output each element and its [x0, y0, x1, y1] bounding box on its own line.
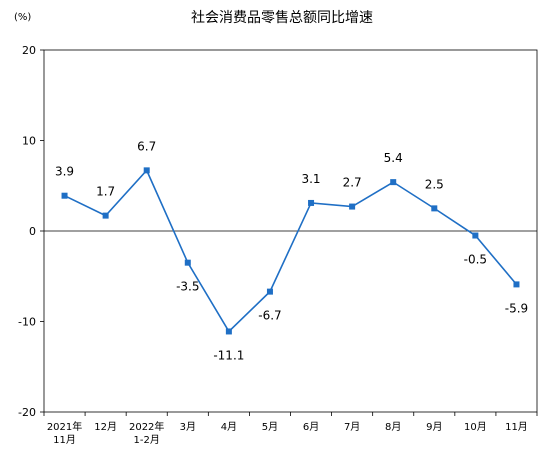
data-label: 5.4 [384, 151, 403, 165]
data-point [513, 281, 520, 288]
data-label: 2.5 [425, 177, 444, 191]
x-tick-label: 5月 [262, 421, 278, 433]
data-label: 6.7 [137, 139, 156, 153]
data-label: -11.1 [213, 348, 244, 362]
x-tick-label: 11月 [53, 434, 76, 446]
data-point [431, 205, 438, 212]
data-label: -5.9 [505, 301, 528, 315]
data-point [61, 192, 68, 199]
y-tick-label: 20 [22, 44, 36, 57]
x-tick-label: 2022年 [129, 420, 164, 433]
data-point [390, 179, 397, 186]
data-label: -3.5 [176, 280, 199, 294]
y-tick-label: 10 [22, 135, 36, 148]
data-label: 3.9 [55, 165, 74, 179]
x-tick-label: 3月 [180, 421, 196, 433]
data-point [143, 167, 150, 174]
y-tick-label: -20 [18, 406, 36, 419]
data-point [184, 259, 191, 266]
data-point [472, 232, 479, 239]
data-point [102, 212, 109, 219]
data-markers [61, 167, 520, 335]
x-tick-label: 9月 [426, 421, 442, 433]
y-tick-label: 0 [29, 225, 36, 238]
data-labels: 3.9 1.7 6.7 -3.5 -11.1 -6.7 3.1 2.7 5.4 2.5 -0.5 -5… [55, 139, 528, 362]
data-point [308, 199, 315, 206]
x-tick-label: 10月 [464, 421, 487, 433]
y-tick-label: -10 [18, 316, 36, 329]
data-point [225, 328, 232, 335]
x-tick-label: 6月 [303, 421, 319, 433]
data-label: -6.7 [258, 309, 281, 323]
x-tick-label: 12月 [94, 421, 117, 433]
data-point [266, 288, 273, 295]
data-point [349, 203, 356, 210]
series-line [64, 168, 518, 333]
data-label: 1.7 [96, 185, 115, 199]
chart-title: 社会消费品零售总额同比增速 [191, 10, 373, 26]
x-tick-label: 7月 [344, 421, 360, 433]
x-tick-label: 2021年 [47, 420, 82, 433]
x-tick-label: 4月 [221, 421, 237, 433]
unit-label: (%) [14, 12, 31, 23]
y-axis-ticks: 20 10 0 -10 -20 [18, 44, 44, 419]
data-label: 2.7 [343, 176, 362, 190]
x-tick-label: 1-2月 [134, 434, 160, 446]
x-tick-label: 8月 [385, 421, 401, 433]
x-tick-label: 11月 [505, 421, 528, 433]
data-label: 3.1 [301, 172, 320, 186]
data-label: -0.5 [464, 253, 487, 267]
